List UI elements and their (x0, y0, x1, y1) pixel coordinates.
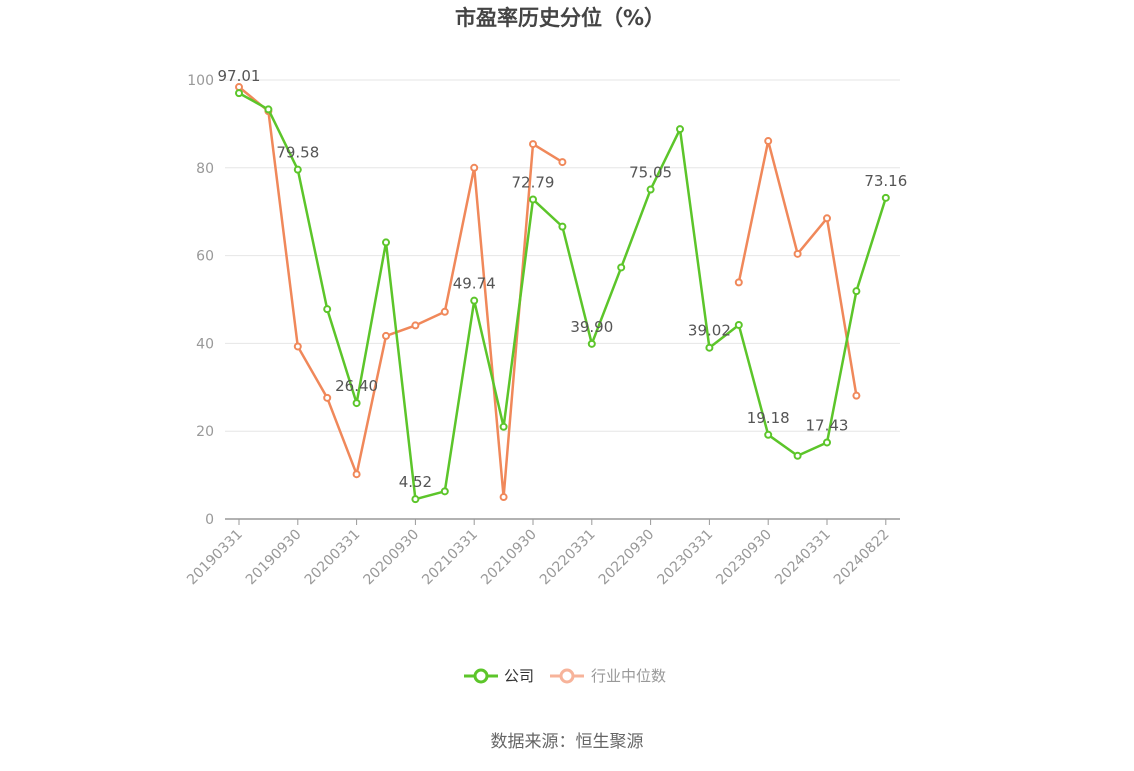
company-point-20200331 (352, 399, 361, 408)
company-data-label-20210331: 49.74 (453, 275, 496, 293)
company-point-20221231 (676, 125, 684, 134)
company-data-label-20200331: 26.40 (335, 377, 378, 395)
company-point-20220331 (587, 339, 596, 348)
company-point-20240331 (823, 438, 831, 447)
company-point-20220630 (617, 263, 626, 272)
company-point-20240630 (852, 287, 861, 296)
company-point-20210630 (499, 422, 508, 431)
industry-point-20231231 (793, 249, 802, 258)
company-data-label-20210930: 72.79 (512, 173, 555, 191)
y-tick-label-0: 0 (205, 512, 214, 528)
company-point-20201231 (440, 487, 449, 496)
company-point-20240822 (881, 193, 890, 202)
company-data-label-20240331: 17.43 (806, 416, 849, 434)
company-point-20190331 (235, 89, 243, 98)
series-company (235, 89, 890, 504)
company-line-segment-0 (238, 92, 887, 501)
company-data-label-20220331: 39.90 (570, 318, 613, 336)
x-tick-label-20220331: 20220331 (537, 527, 599, 589)
legend-industry-marker (559, 668, 575, 684)
company-data-label-20200930: 4.52 (399, 473, 432, 491)
x-tick-label-20200331: 20200331 (302, 527, 364, 589)
company-data-label-20230930: 19.18 (747, 409, 790, 427)
legend-company-marker (473, 668, 489, 684)
industry-line-segment-0 (238, 86, 564, 499)
company-data-label-20240822: 73.16 (864, 172, 907, 190)
company-point-20190630 (264, 105, 273, 114)
company-data-label-20220930: 75.05 (629, 164, 672, 182)
industry-point-20200930 (411, 321, 420, 330)
data-source: 数据来源：恒生聚源 (491, 732, 644, 752)
x-tick-label-20210331: 20210331 (419, 527, 481, 589)
company-point-20200630 (382, 238, 390, 247)
legend-industry-label: 行业中位数 (591, 667, 666, 685)
company-point-20231231 (793, 451, 802, 460)
industry-point-20200630 (382, 331, 390, 340)
industry-point-20210331 (470, 163, 479, 172)
industry-point-20201231 (440, 307, 449, 316)
industry-point-20211231 (558, 158, 567, 167)
x-tick-label-20240331: 20240331 (772, 527, 834, 589)
company-point-20210930 (529, 195, 537, 204)
industry-point-20210930 (529, 140, 537, 149)
x-tick-label-20190930: 20190930 (243, 527, 305, 589)
x-axis: 2019033120190930202003312020093020210331… (184, 518, 900, 589)
company-point-20230930 (764, 430, 773, 439)
x-tick-label-20230331: 20230331 (655, 527, 717, 589)
company-point-20190930 (293, 165, 302, 174)
legend-item-industry[interactable]: 行业中位数 (550, 667, 666, 685)
industry-point-20230930 (764, 137, 773, 146)
x-tick-label-20230930: 20230930 (713, 527, 775, 589)
company-point-20200930 (411, 495, 420, 504)
company-point-20211231 (558, 222, 567, 231)
y-tick-label-40: 40 (196, 336, 214, 352)
x-tick-label-20200930: 20200930 (361, 527, 423, 589)
y-axis: 0 20 40 60 80 100 (187, 73, 214, 528)
chart-title: 市盈率历史分位（%） (455, 6, 665, 30)
y-tick-label-20: 20 (196, 424, 214, 440)
industry-point-20240630 (852, 391, 861, 400)
y-tick-label-100: 100 (187, 73, 214, 89)
x-tick-label-20220930: 20220930 (596, 527, 658, 589)
data-labels: 97.01 79.58 26.40 4.52 49.74 72.79 39.90 75.05 3… (218, 67, 908, 491)
company-point-20230630 (734, 320, 743, 329)
company-data-label-20190930: 79.58 (276, 144, 319, 162)
y-tick-label-60: 60 (196, 249, 214, 265)
legend-company-label: 公司 (504, 667, 534, 685)
industry-point-20230630 (734, 278, 743, 287)
legend: 公司 行业中位数 (464, 667, 666, 685)
industry-point-20190930 (293, 342, 302, 351)
legend-item-company[interactable]: 公司 (464, 667, 534, 685)
company-point-20230331 (705, 343, 714, 352)
industry-line-segment-1 (737, 139, 858, 396)
company-point-20191231 (323, 305, 332, 314)
company-data-label-20230331: 39.02 (688, 322, 731, 340)
industry-point-20240331 (823, 214, 831, 223)
company-point-20220930 (646, 185, 655, 194)
x-tick-label-20190331: 20190331 (184, 527, 246, 589)
company-data-label-20190331: 97.01 (218, 67, 261, 85)
company-point-20210331 (470, 296, 479, 305)
y-tick-label-80: 80 (196, 161, 214, 177)
industry-point-20200331 (352, 470, 361, 479)
x-tick-label-20240822: 20240822 (831, 527, 893, 589)
industry-point-20210630 (499, 493, 508, 502)
industry-point-20191231 (323, 393, 332, 402)
x-tick-label-20210930: 20210930 (478, 527, 540, 589)
